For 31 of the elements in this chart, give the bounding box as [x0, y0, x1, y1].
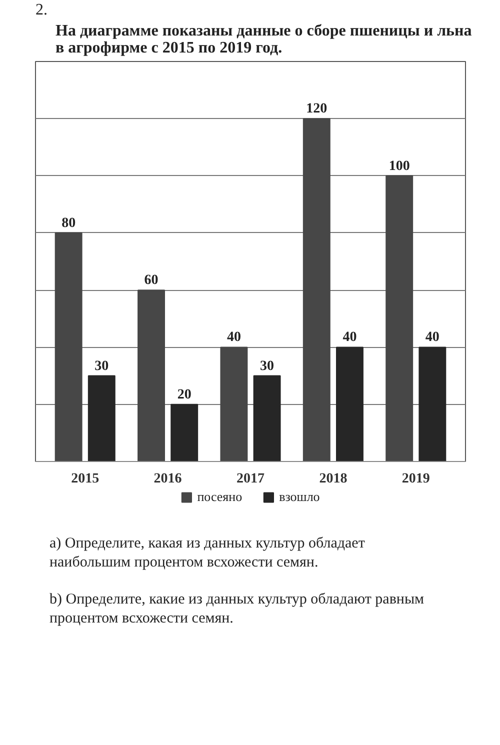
- data-label: 30: [94, 358, 109, 374]
- data-label: 40: [226, 330, 241, 346]
- text: b) Определите, какие из данных культур обладают равным процентом всхожести семян.: [50, 592, 425, 627]
- x-tick-label: 2018: [319, 472, 348, 486]
- data-label: 120: [306, 102, 328, 117]
- data-label: 40: [425, 330, 440, 346]
- legend-label: посеяно: [197, 489, 242, 505]
- bar: [418, 346, 446, 462]
- x-tick-label: 2017: [236, 472, 264, 486]
- data-label: 30: [260, 358, 274, 374]
- legend-label: взошло: [279, 489, 320, 505]
- bar: [302, 118, 330, 462]
- bar: [138, 290, 165, 462]
- data-label: 40: [342, 330, 357, 346]
- bar: [386, 175, 414, 462]
- x-tick-label: 2016: [154, 472, 182, 486]
- chart-title: На диаграмме показаны данные о сборе пшеницы и льна в агрофирме с 2015 по 2019 год.: [56, 22, 472, 56]
- bar: [170, 404, 198, 462]
- bar: [220, 346, 248, 462]
- x-tick-label: 2015: [71, 472, 100, 486]
- bar: [54, 232, 82, 462]
- x-tick-label: 2019: [402, 472, 430, 486]
- bar: [253, 375, 281, 462]
- bar: [336, 346, 364, 462]
- data-label: 100: [388, 158, 410, 174]
- text: 2.: [36, 2, 48, 18]
- data-label: 80: [62, 216, 76, 231]
- bar: [88, 375, 116, 462]
- data-label: 60: [144, 273, 158, 288]
- text: a) Определите, какая из данных культур обладает наибольшим процентом всхожести семян.: [50, 536, 366, 571]
- data-label: 20: [177, 387, 192, 402]
